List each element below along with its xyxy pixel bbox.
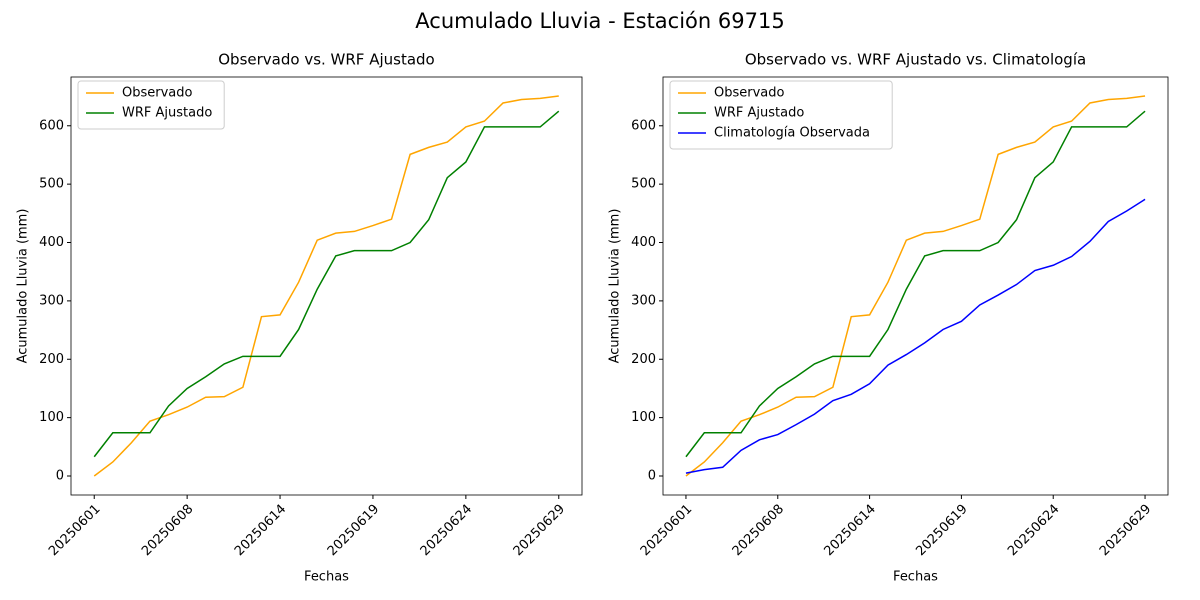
x-tick-label: 20250601	[638, 502, 695, 559]
legend-label: Climatología Observada	[714, 126, 870, 141]
plot-frame	[662, 76, 1169, 496]
x-tick-label: 20250624	[418, 502, 475, 559]
y-tick-label: 200	[631, 352, 656, 367]
x-tick-label: 20250624	[1005, 502, 1062, 559]
y-axis-label: Acumulado Lluvia (mm)	[16, 209, 31, 364]
legend-label: WRF Ajustado	[122, 106, 212, 121]
x-tick-label: 20250601	[46, 502, 103, 559]
y-tick-label: 0	[648, 469, 656, 484]
y-tick-label: 600	[39, 118, 64, 133]
x-tick-label: 20250629	[1097, 502, 1154, 559]
legend-label: WRF Ajustado	[714, 106, 804, 121]
legend-label: Observado	[714, 86, 785, 101]
x-tick-label: 20250608	[139, 502, 196, 559]
y-tick-label: 400	[39, 235, 64, 250]
y-tick-label: 400	[631, 235, 656, 250]
x-tick-label: 20250619	[325, 502, 382, 559]
x-axis-label: Fechas	[893, 570, 938, 585]
y-tick-label: 0	[56, 469, 64, 484]
line-series	[685, 95, 1146, 477]
legend: Observado WRF Ajustado Climatología Observ…	[669, 80, 893, 150]
x-axis-label: Fechas	[304, 570, 349, 585]
y-tick-label: 100	[631, 410, 656, 425]
line-series	[93, 95, 559, 477]
legend-frame	[669, 80, 893, 150]
y-tick-label: 300	[631, 293, 656, 308]
legend-label: Observado	[122, 86, 193, 101]
chart-title: Observado vs. WRF Ajustado	[218, 51, 434, 69]
plot-frame	[70, 76, 583, 496]
y-tick-label: 200	[39, 352, 64, 367]
line-series	[685, 198, 1146, 474]
x-tick-label: 20250629	[511, 502, 568, 559]
y-tick-label: 500	[631, 177, 656, 192]
y-tick-label: 300	[39, 293, 64, 308]
x-tick-label: 20250619	[913, 502, 970, 559]
line-series	[93, 110, 560, 458]
chart-title: Observado vs. WRF Ajustado vs. Climatolo…	[745, 51, 1086, 69]
y-tick-label: 100	[39, 410, 64, 425]
legend: Observado WRF Ajustado	[77, 80, 225, 130]
y-axis-label: Acumulado Lluvia (mm)	[608, 209, 623, 364]
x-tick-label: 20250614	[821, 502, 878, 559]
line-series	[685, 110, 1146, 458]
y-tick-label: 500	[39, 177, 64, 192]
legend-frame	[77, 80, 225, 130]
x-tick-label: 20250614	[232, 502, 289, 559]
figure-title: Acumulado Lluvia - Estación 69715	[415, 9, 784, 33]
x-tick-label: 20250608	[730, 502, 787, 559]
y-tick-label: 600	[631, 118, 656, 133]
